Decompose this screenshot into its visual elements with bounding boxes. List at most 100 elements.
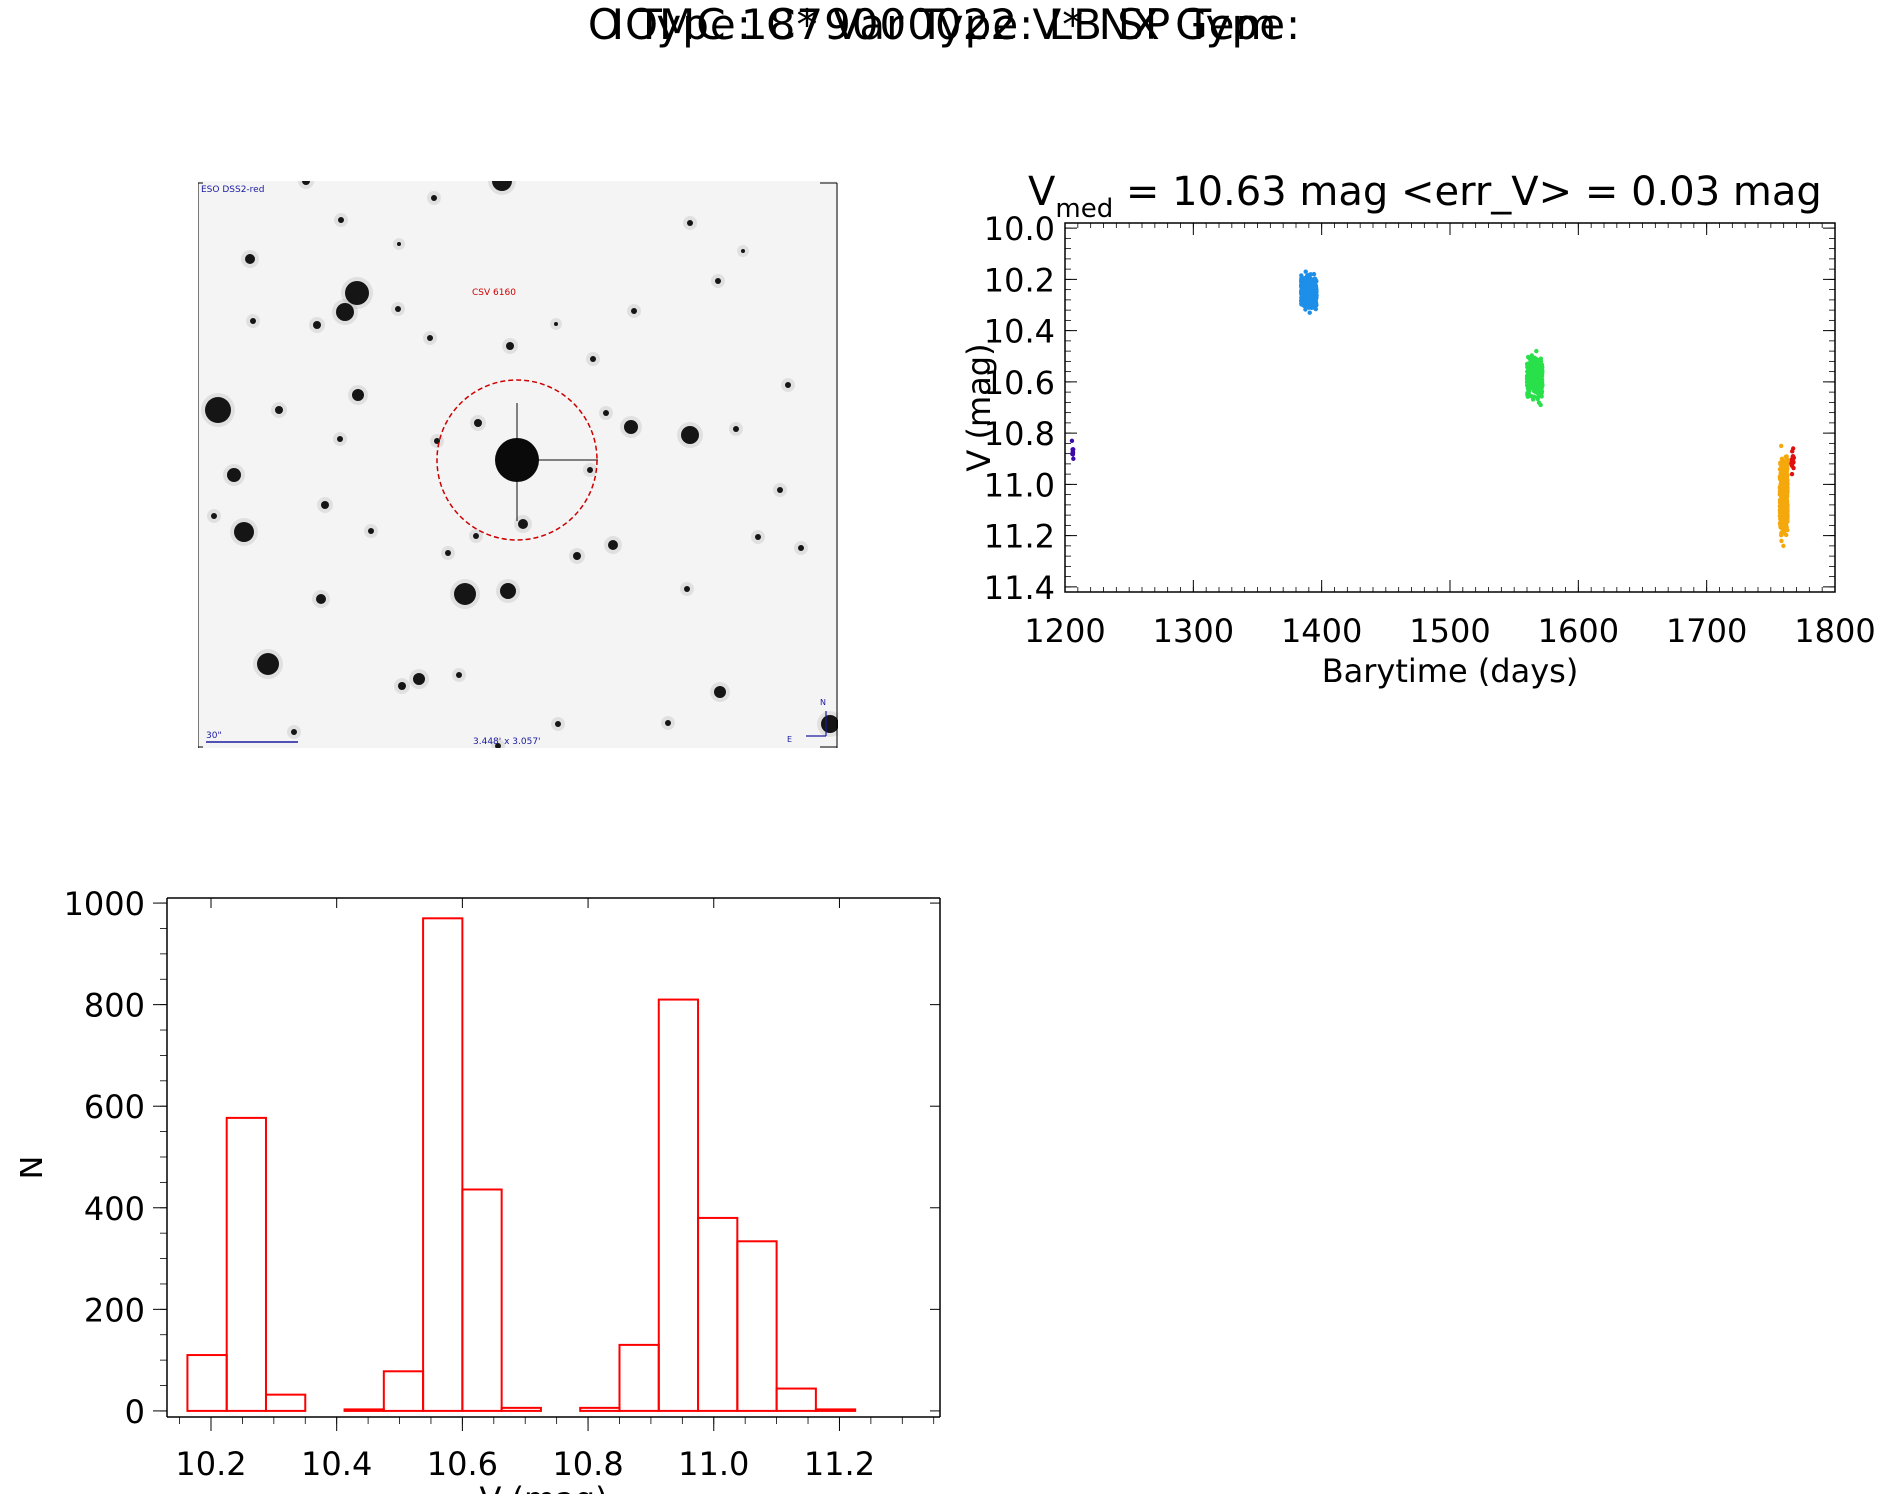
lc-data-point: [1303, 307, 1308, 312]
lc-data-point: [1303, 269, 1308, 274]
lc-xtick-label: 1500: [1409, 612, 1490, 650]
lc-data-point: [1531, 394, 1537, 399]
lc-data-point: [1299, 287, 1304, 293]
field-star: [687, 220, 693, 226]
lc-ylabel: V (mag): [960, 343, 998, 471]
hist-bar: [736, 1240, 778, 1412]
lc-ytick-label: 11.0: [984, 466, 1055, 504]
target-star: [495, 438, 539, 482]
lc-ytick-label: 10.0: [984, 210, 1055, 248]
field-star: [427, 335, 433, 341]
lc-data-point: [1780, 518, 1785, 523]
chart-title-line1: IOMC 1879000022 V* NX Gem: [611, 0, 1278, 49]
lc-data-point: [1536, 400, 1542, 405]
lc-data-point: [1535, 395, 1540, 400]
field-star: [518, 519, 528, 529]
scale-bar-label: 30": [206, 731, 222, 741]
lc-data-point: [1779, 526, 1785, 531]
lc-title: Vmed = 10.63 mag <err_V> = 0.03 mag: [1028, 175, 1822, 224]
field-star: [587, 467, 593, 473]
field-star: [500, 583, 516, 599]
lc-data-point: [1535, 364, 1541, 369]
lc-xtick-label: 1400: [1281, 612, 1362, 650]
lc-data-point: [1312, 284, 1317, 290]
lc-ytick-label: 11.4: [984, 569, 1055, 607]
lc-data-point: [1305, 277, 1310, 282]
lc-data-point: [1778, 522, 1783, 528]
lc-data-point: [1777, 504, 1783, 509]
hist-xtick-label: 10.8: [552, 1445, 623, 1483]
lc-data-point: [1306, 301, 1312, 307]
lc-data-point: [1779, 538, 1784, 544]
compass-north-label: N: [820, 698, 826, 707]
lc-title-text: Vmed = 10.63 mag <err_V> = 0.03 mag: [1028, 175, 1822, 224]
field-star: [714, 686, 726, 698]
hist-bar: [618, 1343, 660, 1412]
hist-xtick-label: 10.2: [175, 1445, 246, 1483]
lc-ytick-label: 10.2: [984, 261, 1055, 299]
field-star: [555, 721, 561, 727]
field-star: [684, 586, 690, 592]
hist-bar: [382, 1370, 425, 1412]
lc-xtick-label: 1800: [1794, 612, 1875, 650]
field-star: [205, 397, 231, 423]
light-curve-chart: Vmed = 10.63 mag <err_V> = 0.03 mag 1200…: [960, 175, 1876, 690]
lc-data-point: [1781, 462, 1787, 467]
lc-data-point: [1783, 474, 1789, 479]
hist-bar: [422, 917, 464, 1412]
lc-data-point: [1530, 379, 1535, 385]
field-star: [395, 306, 401, 312]
finder-stars: [201, 181, 838, 748]
field-star: [554, 322, 558, 326]
lc-data-point: [1303, 286, 1308, 291]
field-star: [352, 389, 364, 401]
lc-data-point: [1312, 301, 1318, 307]
lc-xlabel: Barytime (days): [1322, 652, 1579, 690]
lc-data-point: [1526, 381, 1532, 386]
field-star: [257, 653, 279, 675]
field-star: [624, 420, 638, 434]
lc-data-point: [1539, 367, 1545, 373]
hist-bar: [775, 1387, 817, 1412]
lc-data-point: [1782, 497, 1788, 503]
field-star: [345, 281, 369, 305]
field-star: [821, 715, 838, 733]
lc-data-point: [1538, 356, 1544, 361]
lc-data-point: [1305, 292, 1311, 298]
lc-data-point: [1538, 377, 1543, 383]
hist-ytick-label: 600: [84, 1088, 145, 1126]
lc-data-point: [1525, 374, 1531, 380]
compass-east-label: E: [787, 735, 792, 744]
lc-data-point: [1304, 273, 1310, 278]
field-star: [473, 533, 479, 539]
field-star: [506, 342, 514, 350]
hist-bars: [186, 917, 857, 1412]
hist-bar: [264, 1393, 307, 1412]
lc-data-point: [1529, 355, 1534, 360]
lc-data-point: [1307, 285, 1313, 290]
lc-data-point: [1790, 454, 1796, 459]
field-star: [665, 720, 671, 726]
lc-data-point: [1534, 348, 1539, 354]
hist-ytick-label: 800: [84, 987, 145, 1025]
field-star: [798, 545, 804, 551]
lc-data-point: [1071, 456, 1076, 461]
lc-data-point: [1778, 508, 1783, 514]
lc-data-point: [1784, 481, 1789, 486]
lc-data-point: [1069, 438, 1075, 444]
lc-data-point: [1789, 471, 1795, 477]
field-star: [608, 540, 618, 550]
lc-plot-frame: [1064, 222, 1836, 593]
hist-ytick-label: 200: [84, 1291, 145, 1329]
lc-data-point: [1781, 477, 1787, 483]
lc-data-point: [1533, 371, 1538, 376]
lc-axes: 1200 1300 1400 1500 1600 1700 1800 10.0 10.2 10.4…: [960, 210, 1876, 690]
lc-data-point: [1525, 354, 1531, 360]
field-star: [631, 308, 637, 314]
hist-bar: [657, 998, 700, 1412]
finder-chart-image: ESO DSS2-red CSV 6160 30" 3.448' x 3.057…: [198, 181, 838, 748]
lc-data-point: [1779, 473, 1785, 478]
hist-bar: [697, 1216, 739, 1412]
lc-data-point: [1781, 543, 1786, 549]
lc-xtick-label: 1600: [1538, 612, 1619, 650]
